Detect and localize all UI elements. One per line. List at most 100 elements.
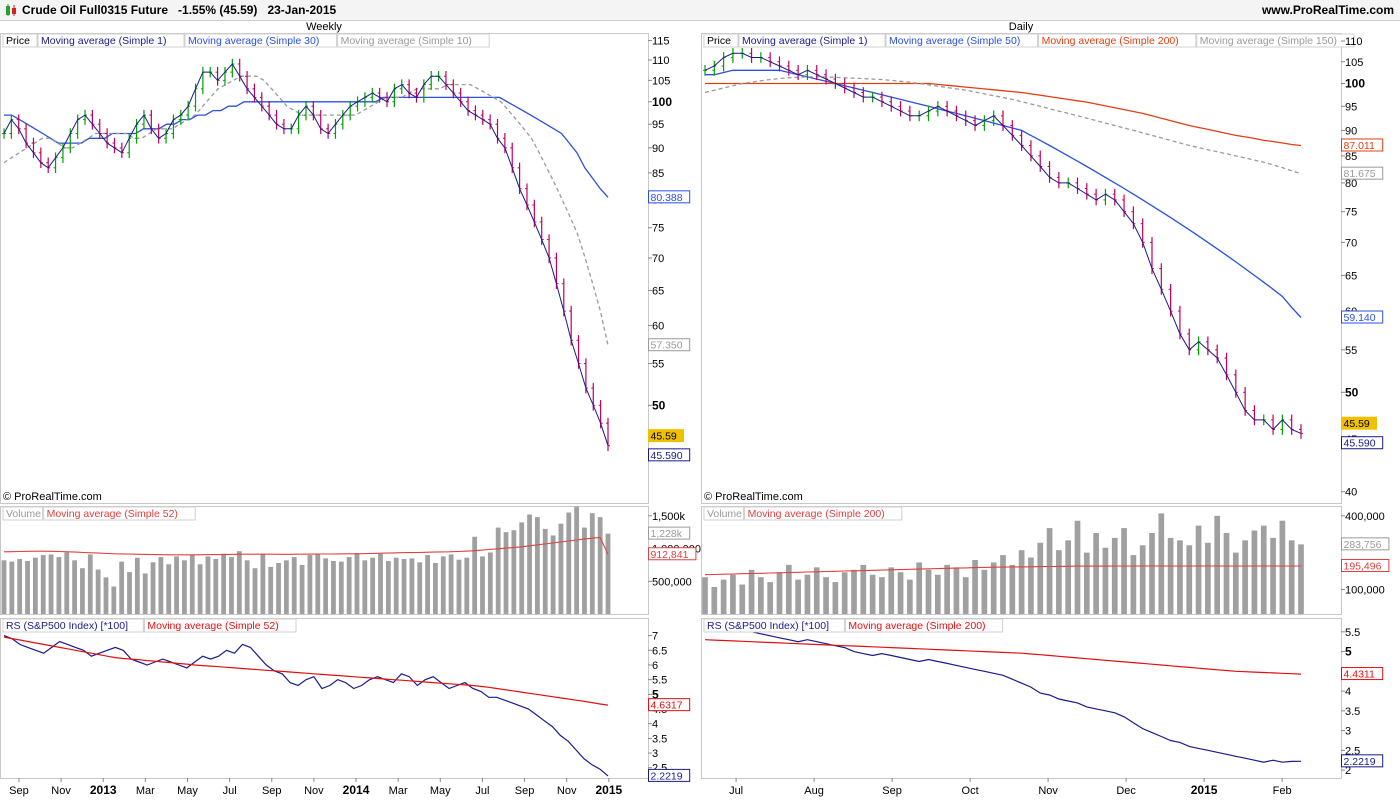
last-value-label: 80.388: [651, 192, 683, 204]
volume-bar: [134, 557, 140, 614]
x-tick-label: Nov: [304, 785, 324, 797]
volume-bar: [1167, 537, 1174, 614]
last-value-label: 57.350: [651, 340, 683, 352]
price-bar: [898, 101, 903, 117]
volume-bar: [331, 560, 336, 614]
volume-bar: [1083, 552, 1090, 614]
price-bar: [1075, 177, 1080, 194]
y-tick-label: 75: [1345, 207, 1357, 219]
volume-bar: [480, 556, 485, 614]
instrument-name: Crude Oil Full0315 Future: [22, 3, 169, 17]
price-bar: [304, 100, 308, 121]
last-value-box: [648, 448, 691, 462]
volume-bar: [158, 557, 164, 614]
volume-ma-line: [3, 536, 609, 556]
volume-bar: [1232, 552, 1239, 614]
volume-bar: [433, 562, 438, 614]
price-bar: [1001, 110, 1005, 131]
volume-bar: [1102, 547, 1109, 614]
legend-item: Moving average (Simple 200): [848, 620, 985, 632]
last-value-label: 2.2219: [651, 770, 683, 782]
legend-item-box: [738, 33, 886, 48]
last-value-label: 45.59: [1344, 418, 1370, 430]
y-tick-label: 115: [652, 36, 670, 48]
volume-bar: [417, 562, 423, 614]
price-bar: [362, 92, 367, 108]
volume-bar: [1046, 528, 1053, 614]
volume-bar: [527, 514, 532, 614]
volume-bar: [1298, 544, 1304, 614]
volume-bar: [401, 559, 407, 614]
volume-bar: [174, 556, 179, 614]
x-tick-label: Sep: [515, 785, 535, 797]
last-value-box: [1341, 138, 1384, 152]
ma-line: [704, 76, 1302, 175]
volume-bar: [860, 564, 867, 614]
volume-bar: [1139, 545, 1146, 614]
volume-bar: [1279, 520, 1286, 614]
weekly_rs-frame: [0, 618, 649, 779]
daily_rs-legend: RS (S&P500 Index) [*100] Moving average (…: [703, 618, 1004, 633]
volume-bar: [72, 560, 77, 614]
price-bar: [1047, 161, 1052, 183]
volume-bar: [953, 567, 960, 614]
last-value-label: 45.590: [1344, 438, 1376, 450]
volume-bar: [558, 523, 564, 614]
volume-bar: [1149, 533, 1155, 614]
y-tick-label: 65: [1345, 270, 1357, 282]
legend-item: Volume: [6, 508, 41, 520]
y-tick-label: 100,000: [1345, 584, 1385, 596]
legend-item: Volume: [707, 508, 742, 520]
price-bar: [318, 109, 323, 135]
weekly_price-x-axis: Sep Nov 2013 Mar May Jul Sep Nov 2014 Mar May Jul Se…: [9, 778, 622, 797]
price-bar: [524, 183, 529, 211]
price-bar: [480, 109, 485, 125]
legend-item-box: [2, 33, 38, 48]
legend-item: Moving average (Simple 1): [742, 35, 867, 47]
volume-bar: [260, 553, 266, 614]
legend-item-box: [703, 33, 739, 48]
volume-bar: [229, 557, 234, 614]
weekly_volume-last-values: 1,228k 912,841: [648, 526, 697, 561]
last-value-box: [1341, 754, 1384, 768]
volume-bar: [879, 577, 885, 614]
price-ma1-line: [704, 52, 1302, 434]
y-tick-label: 80: [1345, 178, 1357, 190]
price-bar: [1103, 188, 1108, 206]
last-value-label: 45.59: [651, 431, 677, 443]
volume-bar: [823, 577, 829, 614]
ma-line: [705, 69, 1302, 318]
volume-bar: [730, 574, 736, 614]
price-bar: [730, 48, 735, 63]
volume-bar: [542, 528, 548, 614]
last-value-label: 912,841: [651, 549, 689, 561]
volume-bar: [851, 569, 857, 614]
volume-bar: [1, 560, 7, 614]
x-tick-label: Oct: [962, 785, 979, 797]
x-tick-label: Sep: [882, 785, 902, 797]
y-tick-label: 400,000: [1345, 511, 1385, 523]
price-bar: [466, 96, 471, 116]
site-url[interactable]: www.ProRealTime.com: [1261, 3, 1394, 17]
daily_price-timeframe: Daily: [1009, 21, 1034, 33]
last-value-label: 81.675: [1344, 168, 1376, 180]
x-tick-label: Feb: [1273, 785, 1292, 797]
volume-bar: [150, 562, 156, 614]
volume-bar: [841, 572, 848, 614]
y-tick-label: 5.5: [1345, 627, 1360, 639]
volume-bar: [1177, 540, 1183, 614]
last-value-box: [1341, 436, 1384, 450]
volume-bar: [1186, 545, 1193, 614]
instrument-title: Crude Oil Full0315 Future -1.55% (45.59)…: [22, 3, 336, 17]
legend-item-box: [885, 33, 1039, 48]
x-tick-label: Dec: [1116, 785, 1136, 797]
volume-bar: [1028, 557, 1034, 614]
price-bar: [141, 109, 146, 130]
last-value-box: [648, 768, 691, 782]
x-tick-label: 2015: [595, 783, 622, 797]
weekly_rs-last-values: 4.6317 2.2219: [648, 698, 691, 782]
price-bar: [1280, 414, 1285, 435]
x-tick-label: Mar: [389, 785, 408, 797]
price-bar: [814, 65, 819, 81]
